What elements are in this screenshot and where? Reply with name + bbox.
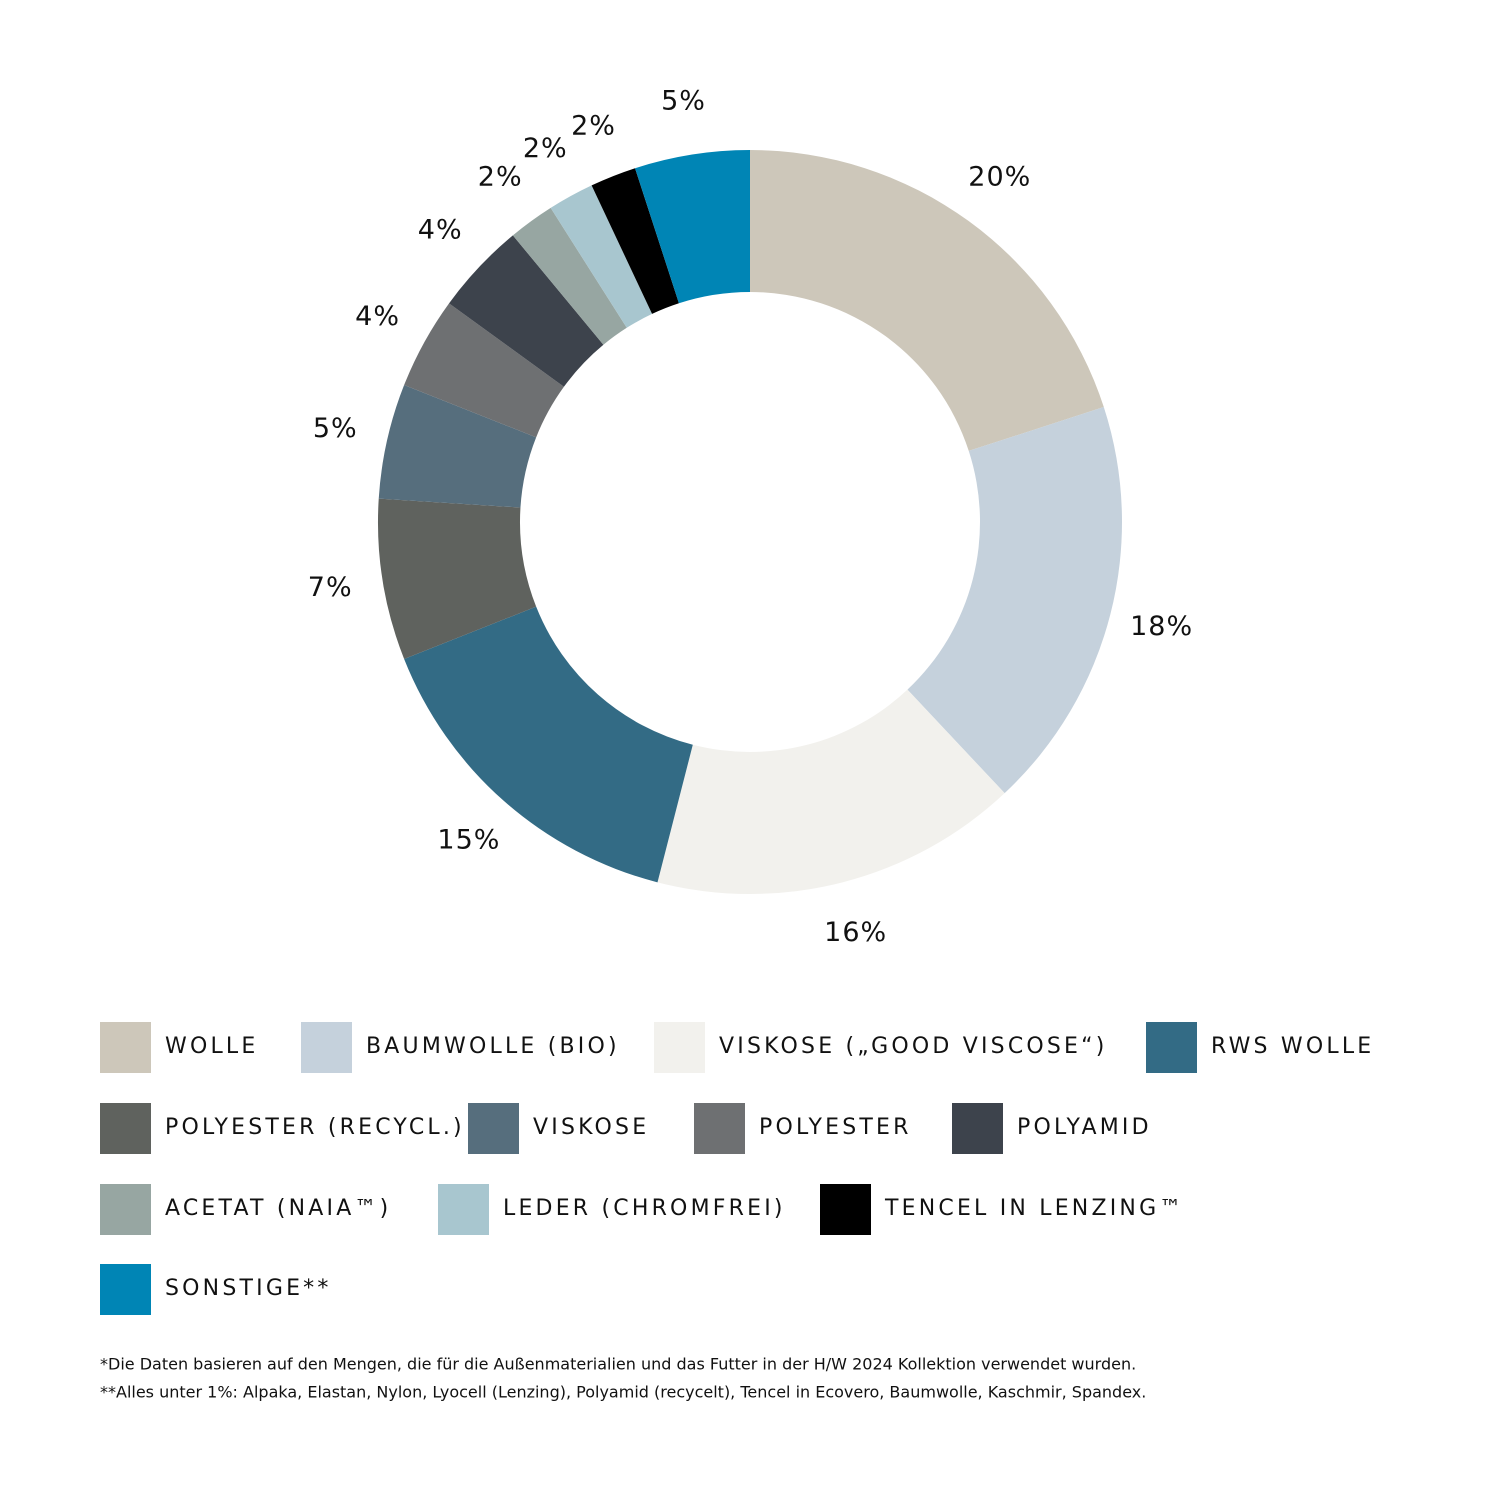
donut-slice — [657, 689, 1005, 894]
legend-swatch — [820, 1184, 871, 1235]
value-label: 5% — [661, 86, 706, 117]
legend-swatch — [654, 1022, 705, 1073]
value-label: 15% — [437, 824, 500, 855]
value-label: 20% — [968, 162, 1031, 193]
legend-label: WOLLE — [165, 1034, 258, 1059]
legend-swatch — [438, 1184, 489, 1235]
value-label: 4% — [355, 301, 400, 332]
donut-slice — [378, 385, 537, 508]
value-label: 2% — [478, 162, 523, 193]
donut-slice — [404, 303, 564, 438]
legend-label: POLYAMID — [1017, 1115, 1152, 1140]
footnote: **Alles unter 1%: Alpaka, Elastan, Nylon… — [100, 1383, 1146, 1402]
donut-slice — [512, 207, 627, 345]
legend-label: SONSTIGE** — [165, 1276, 332, 1301]
legend-label: POLYESTER (RECYCL.) — [165, 1115, 465, 1140]
legend-swatch — [100, 1264, 151, 1315]
donut-slice — [750, 150, 1104, 451]
legend-swatch — [694, 1103, 745, 1154]
legend-swatch — [468, 1103, 519, 1154]
value-label: 7% — [308, 572, 353, 603]
value-label: 4% — [418, 215, 463, 246]
value-label: 18% — [1130, 611, 1193, 642]
value-label: 16% — [824, 917, 887, 948]
legend-label: LEDER (CHROMFREI) — [503, 1196, 786, 1221]
donut-slice — [550, 185, 653, 328]
legend-swatch — [952, 1103, 1003, 1154]
footnote: *Die Daten basieren auf den Mengen, die … — [100, 1355, 1136, 1374]
donut-slice — [378, 498, 537, 659]
legend-label: TENCEL IN LENZING™ — [884, 1196, 1185, 1221]
legend-swatch — [100, 1184, 151, 1235]
donut-slice — [591, 168, 679, 314]
donut-slice — [449, 235, 604, 387]
value-label: 5% — [313, 413, 358, 444]
legend-swatch — [100, 1022, 151, 1073]
legend-swatch — [1146, 1022, 1197, 1073]
donut-slice — [635, 150, 750, 304]
donut-slice — [404, 606, 693, 883]
donut-slice — [907, 407, 1122, 794]
legend-label: POLYESTER — [759, 1115, 912, 1140]
legend-swatch — [100, 1103, 151, 1154]
legend-swatch — [301, 1022, 352, 1073]
value-label: 2% — [523, 133, 568, 164]
legend-label: ACETAT (NAIA™) — [165, 1196, 391, 1221]
legend-label: VISKOSE („GOOD VISCOSE“) — [719, 1034, 1108, 1059]
legend-label: RWS WOLLE — [1211, 1034, 1374, 1059]
legend-label: VISKOSE — [533, 1115, 649, 1140]
value-label: 2% — [571, 110, 616, 141]
legend-label: BAUMWOLLE (BIO) — [366, 1034, 620, 1059]
